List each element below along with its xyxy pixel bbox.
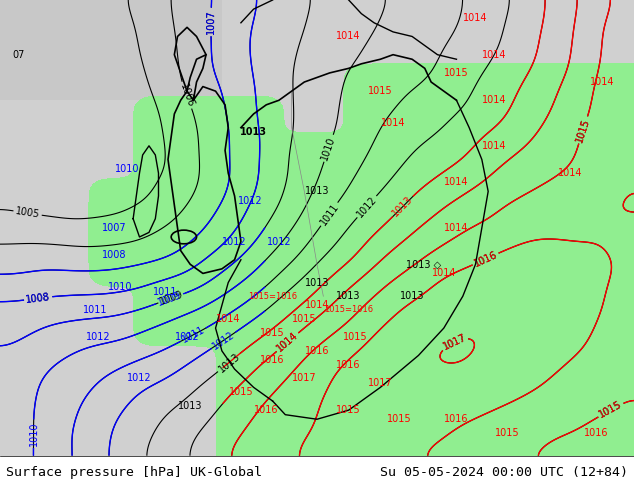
Text: 1012: 1012 [175, 332, 199, 342]
Text: 1017: 1017 [292, 373, 316, 383]
Text: 1014: 1014 [305, 300, 329, 310]
Text: 1011: 1011 [83, 305, 107, 315]
Text: 1015: 1015 [495, 428, 519, 438]
Text: 1013: 1013 [400, 291, 424, 301]
Text: 1013: 1013 [305, 277, 329, 288]
Text: 1015: 1015 [387, 414, 411, 424]
Text: 1005: 1005 [15, 206, 41, 220]
Text: 1012: 1012 [86, 332, 110, 342]
Text: 1014: 1014 [275, 330, 300, 354]
Text: 1008: 1008 [25, 292, 51, 305]
Text: 1014: 1014 [275, 330, 300, 354]
Text: 1014: 1014 [444, 223, 469, 233]
Text: 1013: 1013 [178, 400, 202, 411]
Text: 1015: 1015 [574, 117, 592, 143]
Text: 1015: 1015 [229, 387, 253, 397]
Text: 1015: 1015 [598, 400, 624, 420]
Text: 1015: 1015 [292, 314, 316, 324]
Text: 1013: 1013 [391, 195, 415, 219]
Text: 1014: 1014 [444, 177, 469, 187]
Text: 1013: 1013 [216, 351, 242, 374]
Text: 1015: 1015 [444, 68, 469, 78]
Text: 1008: 1008 [102, 250, 126, 260]
Text: Surface pressure [hPa] UK-Global: Surface pressure [hPa] UK-Global [6, 466, 262, 479]
Text: 1016: 1016 [261, 355, 285, 365]
Text: 1015: 1015 [343, 332, 367, 342]
Text: 1015: 1015 [368, 86, 392, 96]
Text: 1014: 1014 [381, 118, 405, 128]
Text: 1009: 1009 [157, 290, 183, 308]
Text: 1016: 1016 [337, 360, 361, 369]
Text: 1013: 1013 [240, 127, 267, 137]
Text: 1017: 1017 [368, 378, 392, 388]
Text: 1014: 1014 [590, 77, 614, 87]
Text: 1015: 1015 [598, 400, 624, 420]
Text: 1012: 1012 [210, 329, 236, 351]
Text: 1016: 1016 [584, 428, 608, 438]
Text: 1011: 1011 [180, 325, 206, 345]
Text: 1011: 1011 [153, 287, 177, 296]
Text: 1010: 1010 [108, 282, 133, 292]
Text: 1008: 1008 [25, 292, 51, 305]
Text: 1009: 1009 [158, 289, 185, 307]
Text: 1010: 1010 [320, 135, 337, 161]
Text: 1014: 1014 [463, 13, 488, 23]
Text: 07: 07 [13, 49, 25, 60]
Text: 1006: 1006 [178, 82, 195, 108]
Text: 1015: 1015 [337, 405, 361, 415]
Text: 1014: 1014 [559, 168, 583, 178]
Text: 1016: 1016 [305, 346, 329, 356]
Text: 1012: 1012 [238, 196, 262, 205]
Text: 1014: 1014 [482, 95, 507, 105]
Text: 1014: 1014 [482, 49, 507, 60]
Text: 1010: 1010 [29, 421, 39, 446]
Text: 1015=1016: 1015=1016 [248, 292, 297, 301]
Text: 1014: 1014 [216, 314, 240, 324]
Text: 1012: 1012 [127, 373, 152, 383]
Text: 1013 ◇: 1013 ◇ [406, 259, 441, 270]
Text: Su 05-05-2024 00:00 UTC (12+84): Su 05-05-2024 00:00 UTC (12+84) [380, 466, 628, 479]
Text: 1014: 1014 [482, 141, 507, 151]
Text: 1015=1016: 1015=1016 [324, 305, 373, 315]
Text: 1014: 1014 [432, 269, 456, 278]
Text: 1010: 1010 [115, 164, 139, 173]
Text: 1011: 1011 [318, 201, 340, 227]
Text: 1013: 1013 [305, 186, 329, 196]
Text: 1012: 1012 [223, 237, 247, 246]
Text: 1017: 1017 [441, 332, 468, 352]
Text: 1012: 1012 [267, 237, 291, 246]
Text: 1015: 1015 [574, 117, 592, 143]
Text: 1007: 1007 [102, 223, 126, 233]
Text: 1016: 1016 [254, 405, 278, 415]
Text: 1012: 1012 [355, 194, 378, 219]
Text: 1014: 1014 [337, 31, 361, 42]
Bar [0, 0, 222, 100]
Text: 1015: 1015 [261, 328, 285, 338]
Text: 1016: 1016 [472, 249, 499, 269]
Text: 1007: 1007 [205, 10, 216, 34]
Text: 1016: 1016 [472, 249, 499, 269]
Text: 1013: 1013 [337, 291, 361, 301]
Text: 1017: 1017 [441, 332, 468, 352]
Text: 1016: 1016 [444, 414, 469, 424]
Text: 1007: 1007 [205, 10, 216, 34]
